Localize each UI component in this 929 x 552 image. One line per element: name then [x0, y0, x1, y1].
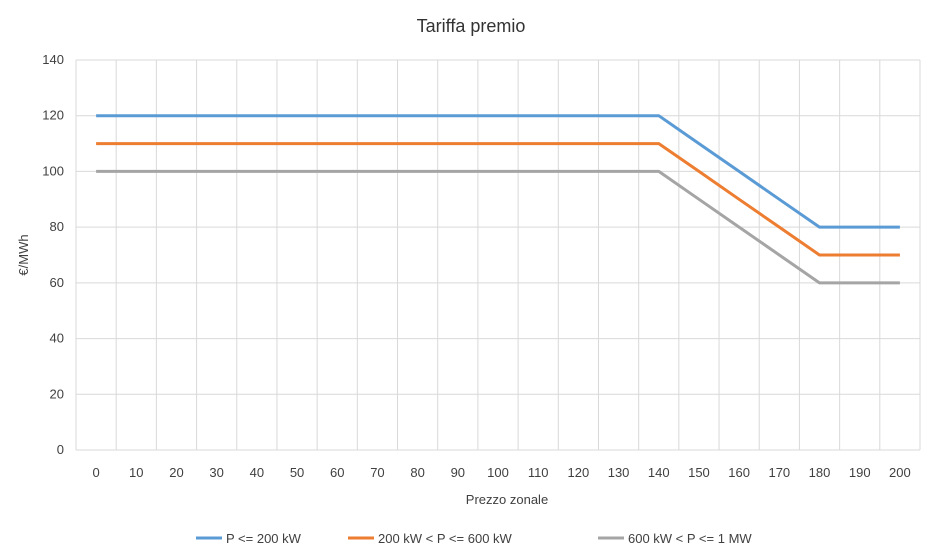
y-tick-label: 140 — [42, 52, 64, 67]
x-tick-label: 30 — [209, 465, 223, 480]
y-axis-title: €/MWh — [16, 234, 31, 275]
x-tick-labels: 0 10 20 30 40 50 60 70 80 90 100 110 120 130 140 150 160… — [92, 465, 910, 480]
x-tick-label: 140 — [648, 465, 670, 480]
legend-item: 600 kW < P <= 1 MW — [598, 531, 752, 546]
x-tick-label: 150 — [688, 465, 710, 480]
x-tick-label: 190 — [849, 465, 871, 480]
x-tick-label: 170 — [768, 465, 790, 480]
x-tick-label: 130 — [608, 465, 630, 480]
legend-item: P <= 200 kW — [196, 531, 302, 546]
x-tick-label: 40 — [250, 465, 264, 480]
x-tick-label: 120 — [568, 465, 590, 480]
gridlines — [75, 59, 921, 451]
series-line — [96, 142, 900, 257]
x-tick-label: 50 — [290, 465, 304, 480]
series-line — [96, 169, 900, 285]
y-tick-label: 40 — [50, 331, 64, 346]
y-tick-label: 60 — [50, 275, 64, 290]
x-tick-label: 10 — [129, 465, 143, 480]
series-line — [96, 114, 900, 229]
x-tick-label: 90 — [451, 465, 465, 480]
y-tick-label: 100 — [42, 163, 64, 178]
legend-label: 200 kW < P <= 600 kW — [378, 531, 513, 546]
y-tick-label: 0 — [57, 442, 64, 457]
x-tick-label: 100 — [487, 465, 509, 480]
legend-item: 200 kW < P <= 600 kW — [348, 531, 513, 546]
x-tick-label: 60 — [330, 465, 344, 480]
series-lines — [96, 114, 900, 285]
y-tick-labels: 0 20 40 60 80 100 120 140 — [42, 52, 64, 457]
legend-label: P <= 200 kW — [226, 531, 302, 546]
x-tick-label: 160 — [728, 465, 750, 480]
legend: P <= 200 kW 200 kW < P <= 600 kW 600 kW < … — [196, 531, 752, 546]
x-tick-label: 80 — [410, 465, 424, 480]
x-axis-title: Prezzo zonale — [466, 492, 548, 507]
x-tick-label: 20 — [169, 465, 183, 480]
legend-label: 600 kW < P <= 1 MW — [628, 531, 752, 546]
y-tick-label: 20 — [50, 386, 64, 401]
x-tick-label: 180 — [809, 465, 831, 480]
x-tick-label: 0 — [92, 465, 99, 480]
chart-title: Tariffa premio — [417, 16, 526, 36]
x-tick-label: 200 — [889, 465, 911, 480]
y-tick-label: 120 — [42, 108, 64, 123]
x-tick-label: 110 — [528, 465, 549, 480]
x-tick-label: 70 — [370, 465, 384, 480]
y-tick-label: 80 — [50, 219, 64, 234]
